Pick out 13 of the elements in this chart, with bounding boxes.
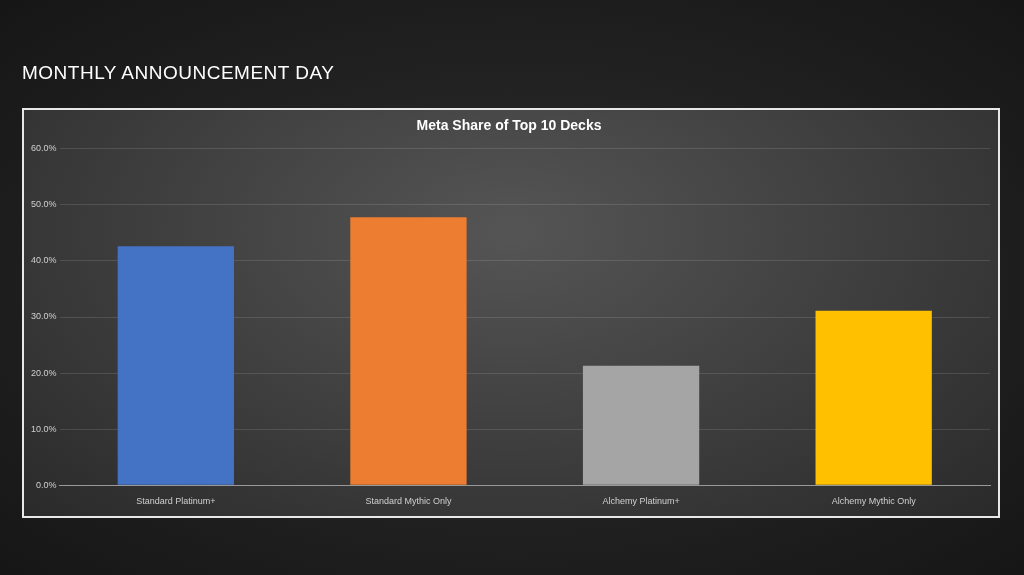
y-tick-label: 50.0% bbox=[30, 199, 57, 210]
y-tick-label: 30.0% bbox=[30, 311, 57, 322]
y-tick-label: 10.0% bbox=[30, 423, 57, 434]
y-tick-label: 40.0% bbox=[30, 255, 57, 266]
y-tick-label: 0.0% bbox=[36, 479, 57, 490]
chart-subtitle: MONTHLY ANNOUNCEMENT DAY bbox=[22, 62, 335, 84]
y-tick-label: 60.0% bbox=[30, 143, 57, 154]
y-tick-label: 20.0% bbox=[30, 367, 57, 378]
x-tick-label: Standard Platinum+ bbox=[136, 496, 216, 507]
chart-title: Meta Share of Top 10 Decks bbox=[416, 117, 602, 134]
x-tick-label: Alchemy Platinum+ bbox=[602, 496, 680, 507]
x-tick-label: Standard Mythic Only bbox=[365, 496, 452, 507]
x-tick-label: Alchemy Mythic Only bbox=[831, 496, 917, 507]
